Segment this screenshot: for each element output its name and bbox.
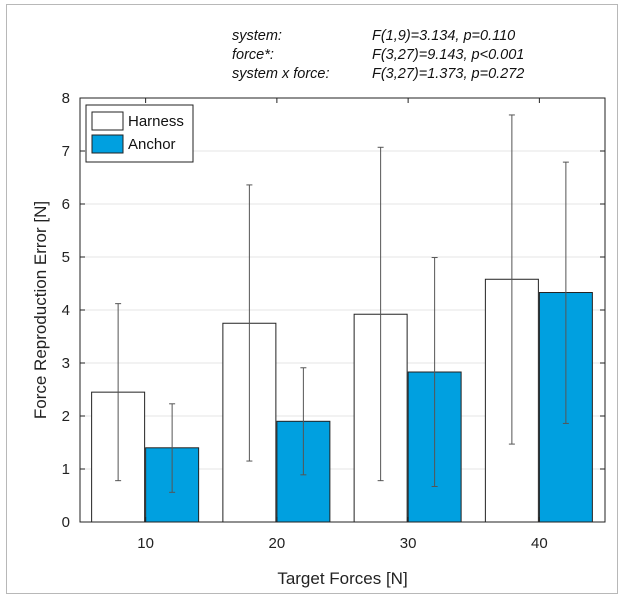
stat-value-force: F(3,27)=9.143, p<0.001 — [372, 47, 524, 63]
error-bar-harness-20 — [246, 184, 253, 462]
stat-value-system: F(1,9)=3.134, p=0.110 — [372, 28, 515, 44]
error-bar-harness-30 — [377, 146, 384, 482]
y-axis-label: Force Reproduction Error [N] — [31, 201, 50, 419]
legend-label-anchor: Anchor — [128, 136, 176, 153]
error-bar-anchor-10 — [169, 403, 176, 493]
error-bar-harness-10 — [115, 303, 122, 482]
bars-group — [91, 278, 593, 523]
x-axis-label: Target Forces [N] — [277, 569, 407, 588]
y-axis-ticks: 0 1 2 3 4 5 6 7 8 — [62, 90, 605, 531]
y-tick-label-4: 4 — [62, 302, 70, 319]
x-tick-label-40: 40 — [531, 535, 548, 552]
stat-value-interaction: F(3,27)=1.373, p=0.272 — [372, 66, 524, 82]
y-tick-label-8: 8 — [62, 90, 70, 107]
y-tick-label-1: 1 — [62, 461, 70, 478]
y-tick-label-7: 7 — [62, 143, 70, 160]
error-bar-anchor-40 — [562, 161, 569, 424]
error-bar-anchor-20 — [300, 367, 307, 476]
stat-term-system: system: — [232, 28, 282, 44]
figure-frame — [6, 4, 618, 594]
legend: Harness Anchor — [85, 104, 194, 163]
error-bar-harness-40 — [508, 114, 515, 445]
y-tick-label-6: 6 — [62, 196, 70, 213]
legend-swatch-anchor — [91, 134, 124, 154]
y-tick-label-2: 2 — [62, 408, 70, 425]
error-bar-anchor-30 — [431, 257, 438, 487]
legend-label-harness: Harness — [128, 113, 184, 130]
x-tick-label-10: 10 — [137, 535, 154, 552]
stat-term-interaction: system x force: — [232, 66, 330, 82]
stat-term-force: force*: — [232, 47, 274, 63]
x-tick-label-20: 20 — [269, 535, 286, 552]
y-tick-label-0: 0 — [62, 514, 70, 531]
error-bars-group — [115, 114, 569, 493]
x-tick-label-30: 30 — [400, 535, 417, 552]
x-axis-ticks: 10 20 30 40 — [137, 98, 548, 552]
legend-swatch-harness — [91, 111, 124, 131]
y-tick-label-3: 3 — [62, 355, 70, 372]
statistics-annotation: system: F(1,9)=3.134, p=0.110 force*: F(… — [232, 28, 524, 82]
y-tick-label-5: 5 — [62, 249, 70, 266]
